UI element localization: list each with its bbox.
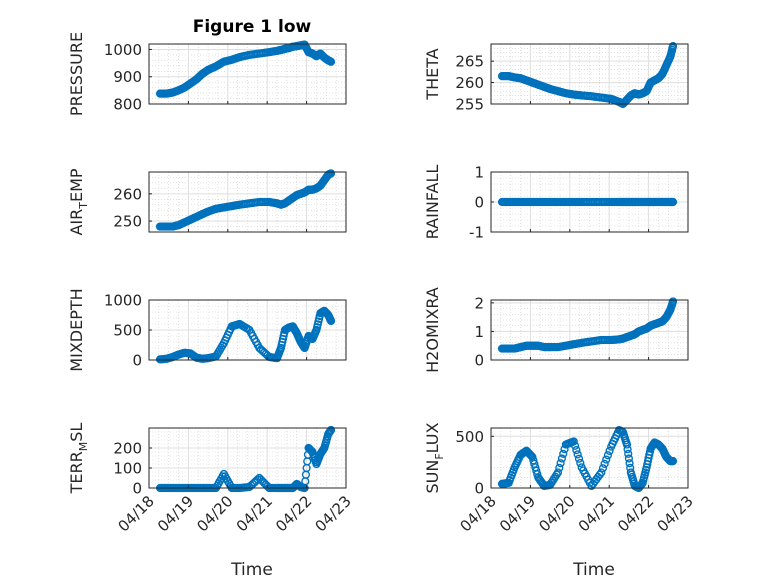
y-tick-label: 260 [113,185,142,203]
data-point [326,57,335,66]
subplot-3: 250 260 AIRTEMP [67,168,347,236]
data-point [585,478,594,487]
y-axis-label: TERRMSL [67,423,90,495]
series-markers [155,169,336,231]
series-markers [497,425,678,493]
data-point [624,449,633,458]
y-axis-label: MIXDEPTH [67,288,86,371]
data-point [623,445,632,454]
subplot-6: 0 1 2 H2OMIXRA [423,287,689,373]
y-tick-label: 2 [474,294,484,312]
y-axis-label: THETA [423,48,442,100]
data-point [326,169,335,178]
data-point [593,472,603,482]
x-axis-label-left: Time [230,560,273,580]
axes-box [148,171,347,233]
y-axis-label: RAINFALL [423,165,442,240]
data-point [326,426,335,435]
y-tick-label: 1000 [104,292,142,310]
series-markers [497,297,678,353]
data-point [668,457,677,466]
y-tick-label: 500 [113,322,142,340]
axes-box [490,43,689,105]
data-point [641,465,651,474]
data-point [557,454,567,463]
data-point [605,446,614,456]
axes-box [148,43,347,105]
data-point [598,464,608,473]
y-tick-label: 0 [132,352,142,370]
subplot-2: 255 260 265 THETA [423,42,689,114]
y-tick-label: 260 [455,74,484,92]
figure-title: Figure 1 low [193,17,312,37]
data-point [253,475,262,484]
series-markers [497,197,678,207]
y-tick-label: 100 [113,460,142,478]
data-point [527,451,536,461]
data-point [556,459,565,468]
axes-box [490,427,689,489]
y-axis-label: SUNFLUX [423,422,446,493]
y-tick-label: 250 [113,213,142,231]
data-point [600,459,609,468]
series-markers [497,42,678,109]
y-tick-label: 0 [474,480,484,498]
data-point [559,449,568,458]
data-point [570,441,580,450]
y-tick-label: 900 [113,68,142,86]
y-tick-label: 800 [113,96,142,114]
x-axis-label-right: Time [572,560,615,580]
axes-box [490,299,689,361]
y-axis-label: AIRTEMP [67,168,90,235]
y-tick-label: 200 [113,440,142,458]
y-tick-label: 1000 [104,41,142,59]
y-tick-label: -1 [469,224,484,242]
data-point [668,197,677,207]
y-tick-label: 0 [474,194,484,212]
data-point [625,459,634,468]
data-point [574,454,584,463]
y-tick-label: 500 [455,428,484,446]
data-point [311,327,320,336]
axes-box [148,427,347,489]
data-point [532,466,541,475]
data-point [573,450,582,459]
data-point [509,465,518,474]
y-tick-label: 0 [474,352,484,370]
data-point [595,470,604,479]
subplot-4: -1 0 1 RAINFALL [423,164,689,242]
data-point [668,298,677,307]
y-tick-label: 265 [455,53,484,71]
data-point [576,458,585,468]
data-point [602,455,611,464]
y-axis-label: H2OMIXRA [423,287,442,373]
data-point [326,315,335,325]
y-tick-label: 1 [474,164,484,182]
data-point [555,463,564,472]
subplot-5: 0 500 1000 MIXDEPTH [67,288,347,372]
data-point [668,43,677,53]
subplot-1: 800 900 1000 PRESSURE [67,32,347,116]
data-point [645,450,654,459]
data-point [525,449,534,458]
data-point [572,445,581,455]
y-tick-label: 255 [455,96,484,114]
y-axis-label: PRESSURE [67,32,86,116]
data-point [552,470,561,479]
data-point [624,454,634,463]
y-tick-label: 1 [474,323,484,341]
data-point [603,451,612,460]
y-tick-label: 0 [132,480,142,498]
data-point [276,345,285,354]
